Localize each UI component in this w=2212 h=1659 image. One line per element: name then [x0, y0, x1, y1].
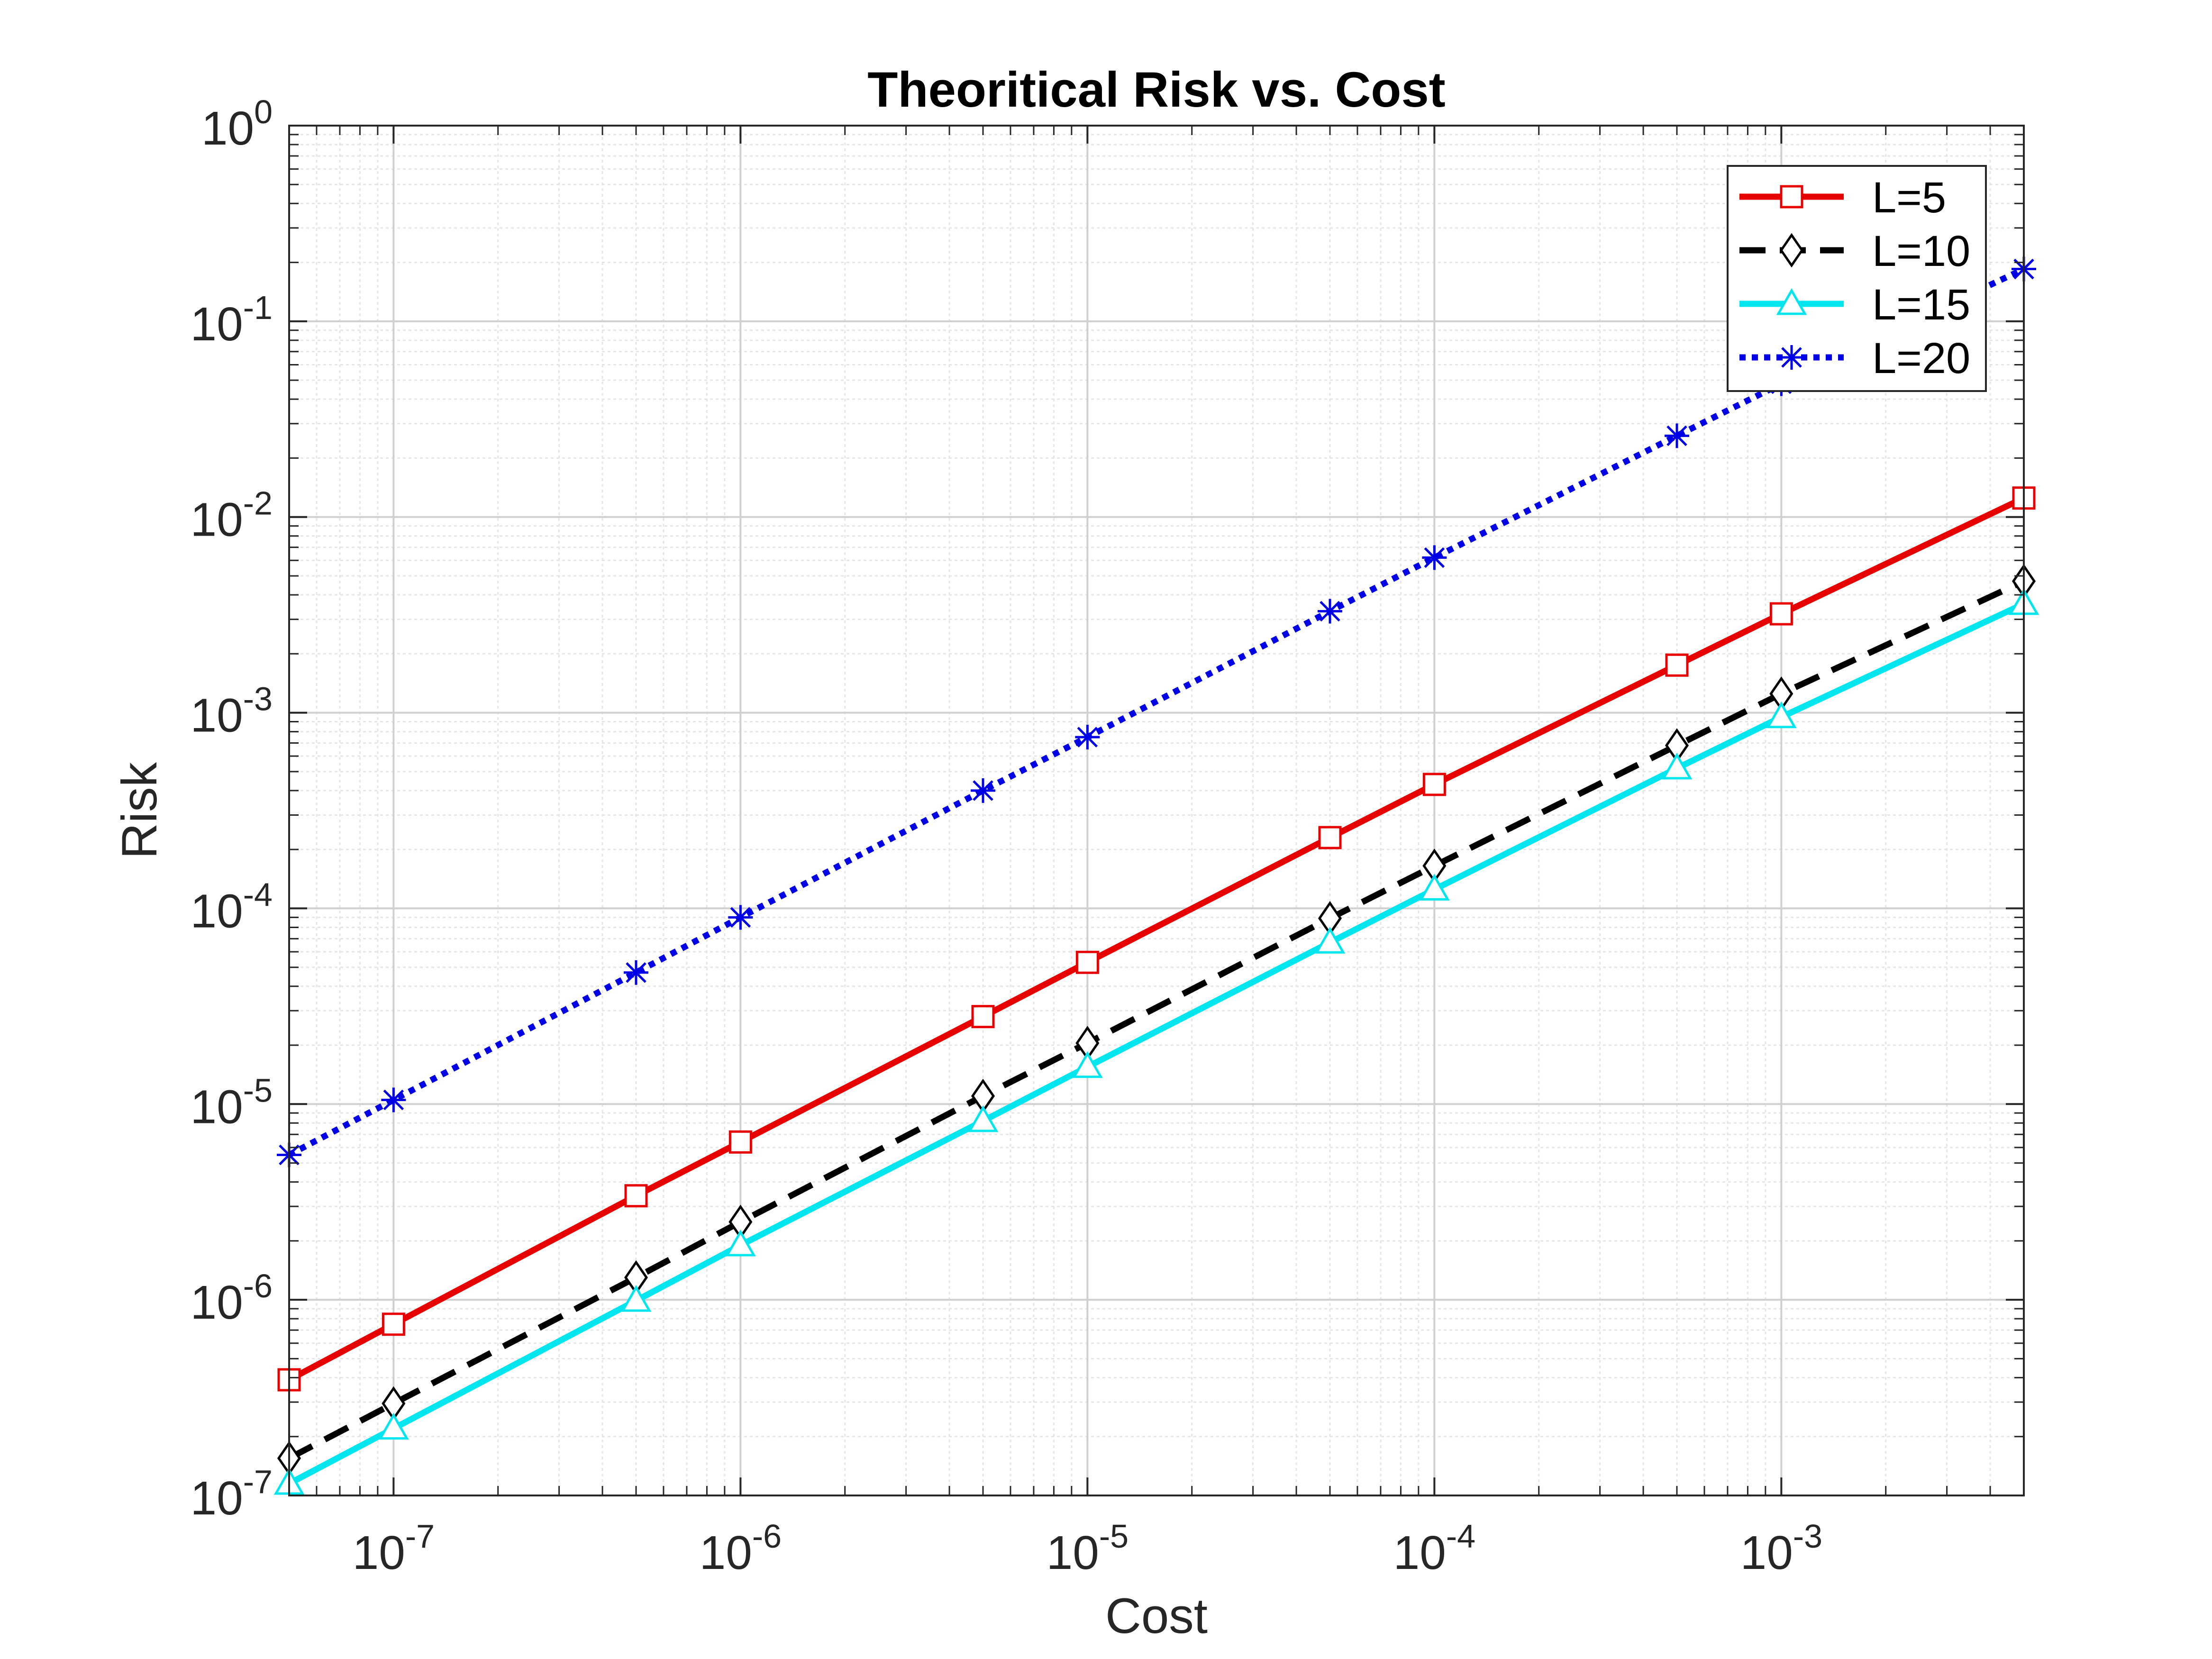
data-point — [1075, 725, 1100, 750]
x-tick-label: 10-6 — [700, 1518, 782, 1579]
y-tick-label: 10-2 — [191, 485, 273, 547]
x-tick-label: 10-7 — [353, 1518, 435, 1579]
data-point — [1318, 826, 1342, 849]
y-tick-label: 10-5 — [191, 1072, 273, 1133]
y-tick-label: 100 — [201, 93, 273, 155]
legend-label: L=15 — [1872, 281, 1970, 329]
y-tick-labels: 10-7 10-6 10-5 10-4 10-3 10-2 10-1 100 — [191, 93, 273, 1525]
legend-swatch-marker — [1779, 233, 1804, 268]
y-tick-label: 10-7 — [191, 1463, 273, 1525]
data-point — [1665, 653, 1689, 677]
data-point — [1665, 423, 1689, 448]
y-tick-label: 10-4 — [191, 876, 273, 938]
series-l-5 — [277, 486, 2036, 1392]
legend-entry: L=15 — [1739, 281, 1970, 329]
x-tick-label: 10-3 — [1740, 1518, 1822, 1579]
legend-label: L=5 — [1872, 173, 1946, 222]
data-point — [1072, 1051, 1103, 1078]
y-tick-label: 10-6 — [191, 1267, 273, 1329]
legend-label: L=20 — [1872, 334, 1970, 383]
data-point — [620, 1285, 652, 1312]
data-point — [1318, 599, 1342, 624]
data-point — [971, 778, 995, 803]
ticks-layer — [289, 125, 2024, 1496]
legend-swatch-marker — [1776, 288, 1807, 315]
legend-label: L=10 — [1872, 227, 1970, 275]
data-point — [382, 1313, 405, 1336]
legend-entry: L=10 — [1739, 227, 1970, 275]
y-tick-label: 10-1 — [191, 289, 273, 351]
data-point — [728, 905, 753, 930]
data-point — [1075, 950, 1099, 974]
plot-frame — [288, 125, 2025, 1496]
x-tick-label: 10-5 — [1047, 1518, 1129, 1579]
data-point — [381, 1087, 406, 1112]
data-point — [971, 1005, 995, 1029]
data-point — [1766, 701, 1797, 729]
chart-title: Theoritical Risk vs. Cost — [867, 62, 1446, 118]
data-point — [1422, 773, 1446, 796]
x-tick-label: 10-4 — [1393, 1518, 1475, 1579]
data-point — [967, 1105, 999, 1132]
y-axis-label: Risk — [112, 762, 167, 859]
data-point — [624, 960, 648, 985]
data-point — [1314, 927, 1346, 954]
series-l-10 — [277, 564, 2036, 1476]
series-layer — [273, 256, 2039, 1495]
legend-entry: L=5 — [1739, 173, 1946, 222]
data-point — [1419, 874, 1450, 901]
x-axis-label: Cost — [1105, 1588, 1208, 1644]
data-point — [728, 1130, 752, 1154]
x-tick-labels: 10-7 10-6 10-5 10-4 10-3 — [353, 1518, 1822, 1579]
legend-entry: L=20 — [1739, 334, 1970, 383]
y-tick-label: 10-3 — [191, 681, 273, 742]
data-point — [624, 1184, 648, 1208]
data-point — [378, 1413, 409, 1440]
legend-box — [1727, 165, 1987, 392]
legend-swatch-marker — [1779, 345, 1804, 370]
legend: L=5 L=10 L=15 L=20 — [1727, 165, 1987, 392]
data-point — [725, 1230, 756, 1257]
legend-swatch-marker — [1780, 185, 1803, 209]
data-point — [1661, 752, 1693, 780]
data-point — [1769, 602, 1793, 626]
data-point — [1422, 545, 1447, 570]
